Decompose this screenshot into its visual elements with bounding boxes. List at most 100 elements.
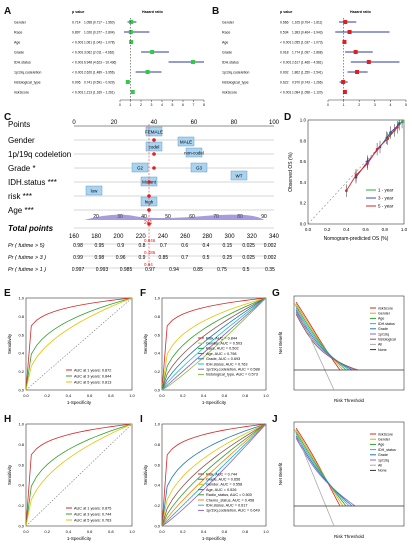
legend-label: IDH.status, AUC = 0.617 <box>206 504 247 508</box>
legend-label: Grade <box>378 453 388 457</box>
x-tick-label: 0.4 <box>201 529 207 534</box>
calibration-chart: 0.00.0 0.2 0.2 0.4 0.4 0.6 0.6 0.8 0.8 1.0 1.0 1 - … <box>288 118 408 243</box>
x-tick-label: 0.8 <box>242 393 248 398</box>
dca-curve <box>295 427 341 507</box>
nomogram-box-label: non-codel <box>184 151 204 156</box>
row-pvalue: 0.714 <box>72 21 81 25</box>
row-hr-text: 1.084 (1.058 ~ 1.120) <box>292 91 323 95</box>
pr5-tick-label: 0.6 <box>181 243 188 249</box>
pr5-tick-label: 0.15 <box>222 243 232 249</box>
plot-frame <box>161 297 267 391</box>
pr5-tick-label: 0.9 <box>117 243 124 249</box>
panel-label-c: C <box>4 112 12 123</box>
y-tick-label: 0.4 <box>18 351 24 356</box>
nomogram-box-label: MALE <box>180 140 192 145</box>
total-tick-label: 300 <box>225 234 236 240</box>
points-tick-label: 40 <box>151 120 158 126</box>
row-pvalue: < 0.001 <box>72 71 84 75</box>
row-name: Race <box>14 31 22 35</box>
row-pvalue: 0.002 <box>280 71 289 75</box>
y-tick-label: 0.8 <box>154 442 160 447</box>
roc-curve <box>25 423 133 527</box>
row-name: Grade <box>14 51 24 55</box>
x-tick-label: 1.0 <box>263 529 269 534</box>
y-axis-label: Sensitivity <box>143 464 148 485</box>
x-tick-label: 0.8 <box>382 227 389 232</box>
hr-header: Hazard ratio <box>350 10 372 14</box>
nomogram-box <box>85 185 103 196</box>
total-value: 241 <box>144 220 153 226</box>
legend-label: riskScore <box>378 306 393 310</box>
legend-label: AUC at 1 years: 0.875 <box>74 506 111 510</box>
total-tick-label: 340 <box>269 234 280 240</box>
legend-label: 3 - year <box>378 196 394 201</box>
age-density <box>84 214 264 220</box>
dca-curve <box>295 437 356 507</box>
x-tick-label: 0.2 <box>180 393 186 398</box>
pr3-tick-label: 0.9 <box>139 255 146 261</box>
x-tick-label: 0.4 <box>343 227 350 232</box>
row-pvalue: < 0.001 <box>72 91 84 95</box>
row-name: histological_type <box>222 81 249 85</box>
total-tick-label: 240 <box>158 234 169 240</box>
panel-label-g: G <box>272 288 280 299</box>
legend-label: 1 - year <box>378 188 394 193</box>
forest-plot-b: p value Hazard ratio Gender 0.666 1.105 (0.7… <box>222 10 407 107</box>
row-name: Age <box>14 41 20 45</box>
legend-label: histological_type, AUC = 0.573 <box>206 373 258 377</box>
red-marker <box>152 166 156 170</box>
dca-curve <box>295 305 347 371</box>
y-tick-label: 1.0 <box>18 296 24 301</box>
row-pvalue: 0.897 <box>72 31 81 35</box>
row-pvalue: 0.666 <box>280 21 289 25</box>
x-tick-label: 8 <box>203 103 205 107</box>
pr1-tick-label: 0.75 <box>217 267 227 273</box>
legend-label: Grade <box>378 327 388 331</box>
legend-label: IDH.status <box>378 322 395 326</box>
y-tick-label: 0.6 <box>154 462 160 467</box>
calibration-point <box>400 120 404 124</box>
x-tick-label: 6 <box>182 103 184 107</box>
row-label: Pr ( futime > 3 ) <box>8 255 46 261</box>
legend-label: Gender, AUC = 0.558 <box>206 483 242 487</box>
roc-curve <box>161 423 267 527</box>
y-tick-label: 0.2 <box>18 369 24 374</box>
points-tick-label: 100 <box>269 120 280 126</box>
points-tick-label: 80 <box>231 120 238 126</box>
y-tick-label: 0.8 <box>18 314 24 319</box>
pr5-tick-label: 0.025 <box>242 243 255 249</box>
row-hr-text: 1.061 (1.043 ~ 1.078) <box>84 41 115 45</box>
legend-label: All <box>378 464 382 468</box>
x-tick-label: 0.6 <box>362 227 369 232</box>
y-tick-label: 0.4 <box>154 483 160 488</box>
y-tick-label: 0.8 <box>18 442 24 447</box>
hr-square <box>342 90 347 94</box>
hr-square <box>150 50 155 54</box>
panel-label-d: D <box>284 112 292 123</box>
legend-label: AUC at 3 years: 0.844 <box>74 374 111 378</box>
pr5-tick-label: 0.95 <box>94 243 104 249</box>
roc-curve <box>161 297 267 391</box>
nomogram-box <box>131 162 149 173</box>
hr-square <box>145 70 150 74</box>
legend-label: IDH.status, AUC = 0.763 <box>206 362 247 366</box>
hr-square <box>128 30 133 34</box>
pr1-tick-label: 0.35 <box>265 267 275 273</box>
row-pvalue: < 0.001 <box>280 61 292 65</box>
nomogram-box-label: low <box>91 189 99 194</box>
row-hr-text: 0.970 (0.743 ~ 1.266) <box>292 81 323 85</box>
x-axis-label: 1-Specificity <box>67 536 92 541</box>
pr3-tick-label: 0.85 <box>158 255 168 261</box>
age-tick-label: 40 <box>141 214 147 220</box>
legend-label: None <box>378 348 387 352</box>
dca-curve <box>295 429 344 507</box>
legend-label: AUC at 1 years: 0.872 <box>74 368 111 372</box>
x-tick-label: 3 <box>374 103 376 107</box>
total-tick-label: 200 <box>113 234 124 240</box>
pr3-tick-label: 0.5 <box>203 255 210 261</box>
row-name: 1p19q.codeletion <box>14 71 41 75</box>
nomogram-box <box>190 162 208 173</box>
pvalue-header: p value <box>72 10 84 14</box>
y-tick-label: 1.0 <box>18 422 24 427</box>
dca-all-line <box>293 427 335 527</box>
